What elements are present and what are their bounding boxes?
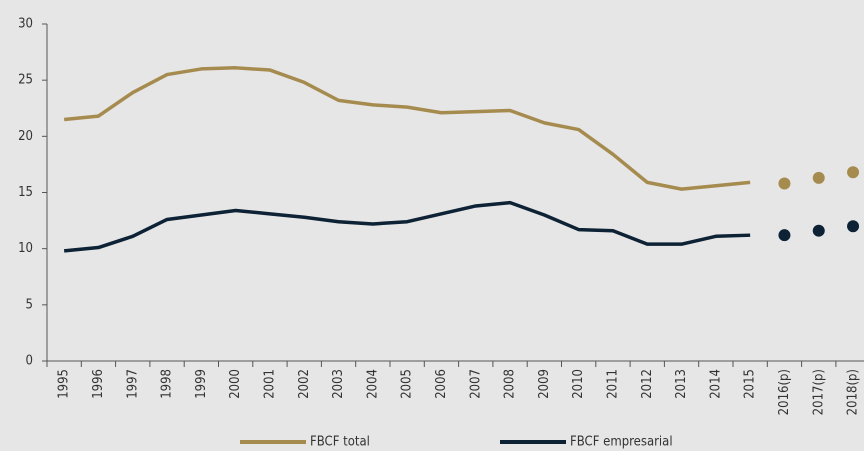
- x-tick-label: 1996: [91, 369, 106, 399]
- x-tick-label: 2008: [503, 369, 518, 399]
- x-tick-label: 2000: [228, 369, 243, 399]
- y-tick-label: 30: [18, 17, 33, 32]
- series-line: [63, 66, 751, 191]
- x-tick-label: 2006: [434, 369, 449, 399]
- y-tick-label: 5: [26, 297, 33, 312]
- x-tick-label: 2004: [365, 369, 380, 399]
- x-tick-label: 2015: [743, 369, 758, 399]
- y-tick-label: 0: [26, 354, 33, 369]
- x-tick-label: 2012: [640, 369, 655, 399]
- x-tick-label: 2002: [297, 369, 312, 399]
- y-tick-label: 10: [18, 241, 33, 256]
- y-tick-label: 25: [18, 73, 33, 88]
- x-tick-label: 2005: [400, 369, 415, 399]
- x-tick-label: 1995: [57, 369, 72, 399]
- x-tick-label: 2003: [331, 369, 346, 399]
- projected-point: [812, 224, 825, 237]
- x-tick-label: 1997: [125, 369, 140, 399]
- x-tick-label: 2016(p): [777, 369, 792, 415]
- projected-point: [847, 220, 860, 233]
- x-tick-label: 1999: [194, 369, 209, 399]
- x-tick-label: 2009: [537, 369, 552, 399]
- projected-point: [778, 177, 791, 190]
- x-tick-label: 2010: [571, 369, 586, 399]
- x-tick-label: 2007: [468, 369, 483, 399]
- series-line: [63, 200, 751, 253]
- legend-label: FBCF empresarial: [570, 435, 673, 450]
- x-tick-label: 1998: [160, 369, 175, 399]
- x-tick-label: 2017(p): [811, 369, 826, 415]
- projected-point: [778, 229, 791, 242]
- x-tick-label: 2018(p): [846, 369, 861, 415]
- projected-point: [847, 166, 860, 179]
- y-tick-label: 20: [18, 129, 33, 144]
- projected-point: [812, 171, 825, 184]
- legend-label: FBCF total: [310, 435, 370, 450]
- x-tick-label: 2013: [674, 369, 689, 399]
- x-tick-label: 2014: [708, 369, 723, 399]
- x-tick-label: 2001: [262, 369, 277, 399]
- y-tick-label: 15: [18, 185, 33, 200]
- x-tick-label: 2011: [605, 369, 620, 399]
